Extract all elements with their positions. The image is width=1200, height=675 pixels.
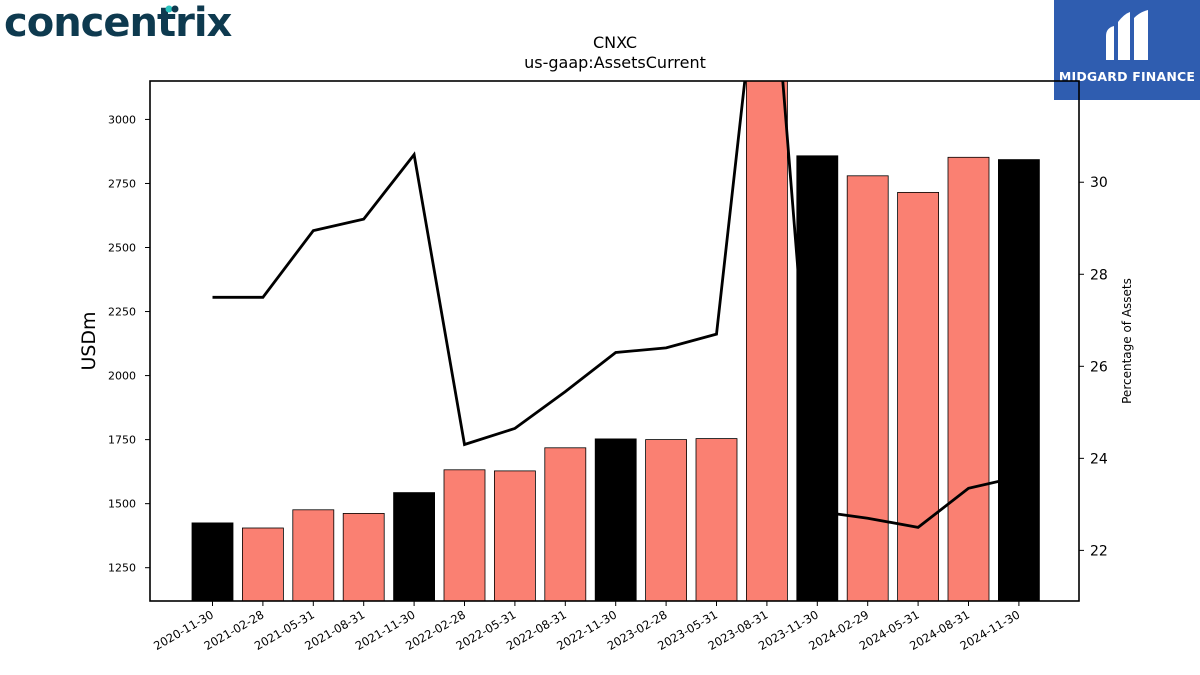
x-tick-label: 2024-02-29 bbox=[806, 607, 871, 653]
y-tick-label: 1500 bbox=[108, 498, 136, 511]
plot-frame bbox=[149, 80, 1080, 602]
y-tick-label: 2750 bbox=[108, 177, 136, 190]
concentrix-logo: concentrix bbox=[4, 0, 232, 46]
y2-tick-label: 26 bbox=[1090, 359, 1108, 375]
x-tick-label: 2021-08-31 bbox=[302, 607, 367, 653]
y2-axis-label: Percentage of Assets bbox=[1120, 278, 1134, 404]
x-tick-label: 2022-11-30 bbox=[554, 607, 619, 653]
chart-subtitle: us-gaap:AssetsCurrent bbox=[524, 53, 706, 72]
y-tick-label: 2500 bbox=[108, 242, 136, 255]
x-tick-label: 2021-11-30 bbox=[353, 607, 418, 653]
bar-2024-08-31 bbox=[947, 156, 990, 601]
midgard-emblem-icon bbox=[1106, 10, 1148, 60]
y-tick-label: 2000 bbox=[108, 370, 136, 383]
bar-2024-05-31 bbox=[897, 191, 939, 601]
logo-dot-icon bbox=[165, 5, 179, 13]
x-tick-label: 2024-11-30 bbox=[958, 607, 1023, 653]
bar-2022-08-31 bbox=[544, 447, 587, 601]
midgard-finance-text: MIDGARD FINANCE bbox=[1058, 69, 1196, 84]
bar-2024-02-29 bbox=[846, 175, 889, 601]
x-tick-label: 2022-02-28 bbox=[403, 607, 468, 653]
y-tick-label: 2250 bbox=[108, 306, 136, 319]
x-tick-label: 2023-11-30 bbox=[756, 607, 821, 653]
bar-2020-11-30 bbox=[191, 522, 234, 601]
x-tick-label: 2024-05-31 bbox=[857, 607, 922, 653]
y-tick-label: 1750 bbox=[108, 434, 136, 447]
chart-title: CNXC bbox=[593, 33, 637, 52]
midgard-finance-logo: MIDGARD FINANCE bbox=[1054, 0, 1200, 100]
x-tick-label: 2021-05-31 bbox=[252, 607, 317, 653]
bar-2022-02-28 bbox=[443, 469, 486, 601]
concentrix-logo-text: concentrix bbox=[4, 0, 232, 46]
bar-2021-11-30 bbox=[393, 492, 436, 601]
y2-tick-label: 28 bbox=[1090, 267, 1108, 283]
bar-2022-11-30 bbox=[594, 438, 637, 601]
bar-2023-05-31 bbox=[695, 438, 738, 601]
bar-2023-08-31 bbox=[746, 81, 788, 601]
bar-2021-02-28 bbox=[241, 527, 284, 601]
x-tick-label: 2022-05-31 bbox=[454, 607, 519, 653]
x-tick-label: 2020-11-30 bbox=[151, 607, 216, 653]
y2-tick-label: 30 bbox=[1090, 175, 1108, 191]
x-tick-label: 2024-08-31 bbox=[907, 607, 972, 653]
bar-2024-11-30 bbox=[998, 159, 1040, 601]
y-tick-label: 1250 bbox=[108, 562, 136, 575]
x-tick-label: 2023-08-31 bbox=[706, 607, 771, 653]
bar-2023-11-30 bbox=[796, 155, 839, 601]
y2-tick-label: 24 bbox=[1090, 451, 1108, 467]
x-tick-label: 2021-02-28 bbox=[202, 607, 267, 653]
bar-2022-05-31 bbox=[493, 470, 536, 601]
x-tick-label: 2023-02-28 bbox=[605, 607, 670, 653]
bar-2021-08-31 bbox=[342, 513, 385, 601]
percentage-line bbox=[212, 81, 1020, 529]
x-tick-label: 2022-08-31 bbox=[504, 607, 569, 653]
bar-2021-05-31 bbox=[292, 509, 335, 601]
y-tick-label: 3000 bbox=[108, 113, 136, 126]
x-tick-label: 2023-05-31 bbox=[655, 607, 720, 653]
bar-2023-02-28 bbox=[645, 439, 687, 601]
y2-tick-label: 22 bbox=[1090, 543, 1108, 559]
y-axis-label: USDm bbox=[78, 311, 100, 370]
